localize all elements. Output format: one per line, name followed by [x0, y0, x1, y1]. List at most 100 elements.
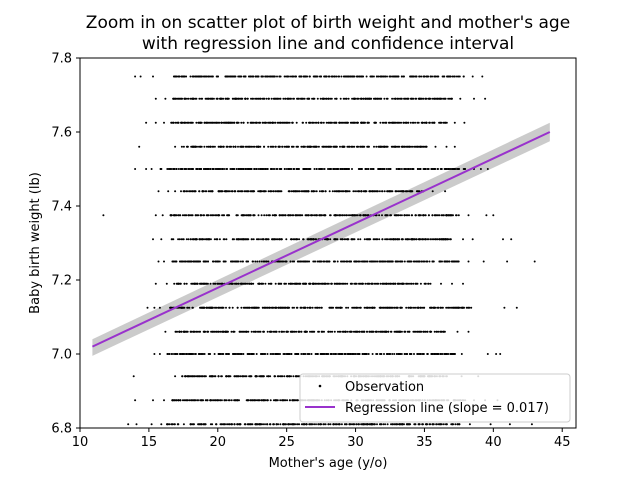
observation-point — [249, 168, 252, 170]
y-tick-label: 6.8 — [51, 422, 72, 437]
observation-point — [275, 168, 278, 170]
observation-point — [383, 260, 386, 263]
observation-point — [206, 306, 209, 309]
observation-point — [463, 121, 466, 124]
observation-point — [195, 145, 198, 148]
observation-point — [214, 168, 217, 170]
observation-point — [387, 168, 390, 170]
observation-point — [391, 121, 394, 124]
observation-point — [429, 75, 432, 78]
observation-point — [442, 238, 445, 241]
observation-point — [431, 190, 434, 193]
observation-point — [145, 121, 148, 124]
observation-point — [406, 282, 409, 285]
observation-point — [245, 399, 248, 402]
observation-point — [329, 214, 332, 217]
observation-point — [437, 214, 440, 217]
observation-point — [495, 353, 498, 355]
observation-point — [202, 306, 205, 309]
observation-point — [189, 97, 192, 100]
observation-point — [183, 214, 186, 217]
observation-point — [393, 353, 396, 355]
observation-point — [308, 353, 311, 355]
observation-point — [435, 423, 438, 426]
observation-point — [189, 238, 192, 241]
observation-point — [164, 97, 167, 100]
observation-point — [171, 423, 174, 426]
observation-point — [373, 145, 375, 148]
observation-point — [185, 214, 188, 217]
observation-point — [266, 168, 269, 170]
observation-point — [253, 399, 256, 402]
observation-point — [400, 214, 403, 217]
observation-point — [236, 190, 239, 193]
observation-point — [200, 423, 203, 426]
observation-point — [375, 353, 378, 355]
observation-point — [201, 190, 204, 193]
observation-point — [213, 121, 216, 124]
observation-point — [172, 238, 175, 241]
observation-point — [440, 423, 443, 426]
observation-point — [306, 353, 309, 355]
observation-point — [405, 145, 408, 148]
observation-point — [195, 168, 198, 170]
observation-point — [174, 75, 177, 78]
observation-point — [294, 214, 297, 217]
observation-point — [247, 423, 250, 426]
observation-point — [289, 97, 292, 100]
observation-point — [254, 97, 257, 100]
observation-point — [262, 353, 265, 355]
observation-point — [411, 214, 414, 217]
observation-point — [277, 375, 280, 378]
observation-point — [267, 306, 270, 309]
observation-point — [145, 168, 148, 170]
observation-point — [263, 214, 266, 217]
observation-point — [209, 145, 212, 148]
observation-point — [279, 306, 282, 309]
observation-point — [465, 306, 468, 309]
observation-point — [334, 168, 337, 170]
observation-point — [365, 260, 368, 263]
observation-point — [363, 214, 365, 217]
observation-point — [291, 145, 294, 148]
observation-point — [249, 75, 252, 78]
observation-point — [231, 190, 234, 193]
observation-point — [324, 75, 327, 78]
observation-point — [231, 121, 234, 124]
observation-point — [369, 75, 372, 78]
observation-point — [413, 260, 416, 263]
observation-point — [365, 75, 368, 78]
observation-point — [200, 353, 202, 355]
x-axis-label: Mother's age (y/o) — [269, 456, 388, 471]
observation-point — [195, 97, 198, 100]
observation-point — [371, 306, 374, 309]
observation-point — [174, 353, 177, 355]
observation-point — [261, 75, 264, 78]
observation-point — [348, 214, 351, 217]
observation-point — [374, 238, 377, 241]
observation-point — [406, 353, 408, 355]
observation-point — [407, 330, 409, 333]
observation-point — [234, 145, 237, 148]
observation-point — [234, 190, 237, 193]
observation-point — [273, 75, 276, 78]
observation-point — [375, 282, 377, 285]
observation-point — [371, 190, 374, 193]
observation-point — [317, 121, 320, 124]
observation-point — [273, 214, 276, 217]
observation-point — [244, 282, 247, 285]
observation-point — [240, 168, 243, 170]
observation-point — [242, 168, 245, 170]
observation-point — [345, 306, 348, 309]
observation-point — [444, 423, 447, 426]
observation-point — [414, 145, 417, 148]
observation-point — [208, 353, 211, 355]
observation-point — [343, 238, 346, 241]
observation-point — [266, 423, 269, 426]
observation-point — [506, 260, 509, 263]
observation-point — [198, 75, 200, 78]
observation-point — [306, 306, 309, 309]
observation-point — [372, 260, 375, 263]
observation-points-layer — [102, 75, 536, 426]
observation-point — [225, 353, 227, 355]
